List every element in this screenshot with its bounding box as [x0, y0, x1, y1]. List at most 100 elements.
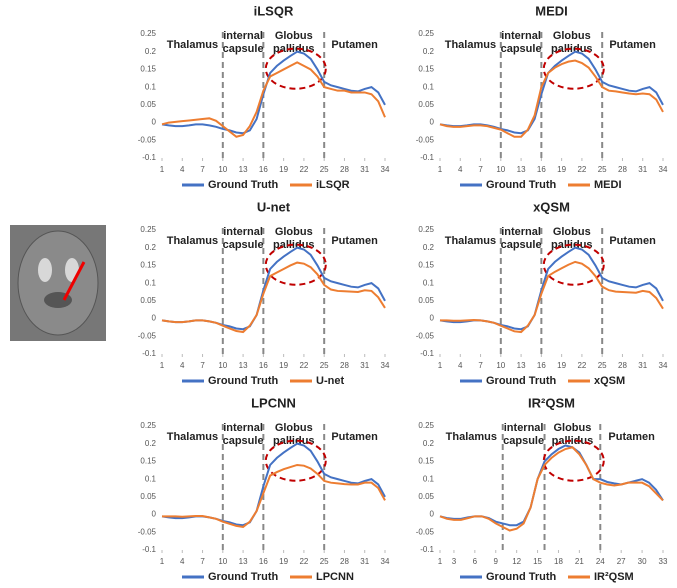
y-tick-label: 0.1 [423, 474, 435, 483]
region-label: Putamen [331, 431, 378, 443]
y-tick-label: 0.2 [423, 243, 435, 252]
y-tick-label: 0.2 [145, 439, 157, 448]
legend-label: U-net [316, 375, 344, 387]
y-tick-label: -0.1 [420, 545, 434, 554]
legend-label: iLSQR [316, 179, 350, 191]
region-label: Thalamus [167, 431, 218, 443]
y-tick-label: 0.15 [418, 261, 434, 270]
x-tick-label: 19 [279, 557, 288, 566]
x-tick-label: 13 [517, 165, 526, 174]
y-tick-label: 0 [152, 510, 157, 519]
x-tick-label: 7 [200, 165, 205, 174]
y-tick-label: 0.25 [140, 225, 156, 234]
x-tick-label: 19 [279, 165, 288, 174]
x-tick-label: 10 [218, 165, 227, 174]
y-tick-label: -0.1 [142, 349, 156, 358]
x-tick-label: 1 [160, 165, 165, 174]
region-label: Globus [275, 30, 313, 42]
x-tick-label: 25 [598, 165, 607, 174]
y-tick-label: 0 [430, 510, 435, 519]
y-tick-label: -0.05 [138, 527, 157, 536]
x-tick-label: 19 [279, 361, 288, 370]
x-tick-label: 25 [320, 557, 329, 566]
legend-label: Ground Truth [208, 179, 279, 191]
y-tick-label: 0.1 [145, 82, 157, 91]
x-tick-label: 16 [537, 361, 546, 370]
x-tick-label: 34 [381, 165, 390, 174]
y-tick-label: -0.1 [420, 349, 434, 358]
legend-label: Ground Truth [486, 375, 557, 387]
region-label: capsule [223, 43, 264, 55]
data-line [440, 447, 663, 530]
x-tick-label: 28 [618, 165, 627, 174]
x-tick-label: 16 [537, 165, 546, 174]
region-label: Putamen [609, 39, 656, 51]
y-tick-label: 0.05 [418, 296, 434, 305]
x-tick-label: 22 [299, 557, 308, 566]
x-tick-label: 31 [638, 361, 647, 370]
x-tick-label: 28 [340, 557, 349, 566]
region-label: Thalamus [167, 235, 218, 247]
region-label: internal [501, 226, 541, 238]
y-tick-label: 0.1 [423, 278, 435, 287]
y-tick-label: -0.1 [142, 153, 156, 162]
x-tick-label: 31 [360, 557, 369, 566]
legend-label: LPCNN [316, 571, 354, 583]
y-tick-label: 0 [430, 118, 435, 127]
region-label: internal [223, 30, 263, 42]
y-tick-label: -0.05 [416, 331, 435, 340]
x-tick-label: 21 [575, 557, 584, 566]
x-tick-label: 7 [478, 165, 483, 174]
data-line [440, 248, 663, 329]
y-tick-label: 0.15 [418, 457, 434, 466]
x-tick-label: 10 [496, 165, 505, 174]
region-label: Globus [275, 226, 313, 238]
y-tick-label: 0.15 [418, 65, 434, 74]
y-tick-label: 0.15 [140, 65, 156, 74]
x-tick-label: 1 [438, 557, 443, 566]
chart-title: IR²QSM [528, 395, 575, 410]
x-tick-label: 1 [160, 361, 165, 370]
y-tick-label: 0.05 [140, 100, 156, 109]
x-tick-label: 4 [180, 557, 185, 566]
y-tick-label: 0.05 [418, 492, 434, 501]
x-tick-label: 34 [659, 165, 668, 174]
y-tick-label: 0 [430, 314, 435, 323]
y-tick-label: -0.05 [138, 135, 157, 144]
x-tick-label: 9 [494, 557, 499, 566]
x-tick-label: 10 [218, 557, 227, 566]
x-tick-label: 28 [340, 361, 349, 370]
x-tick-label: 10 [218, 361, 227, 370]
brain-shape [18, 231, 98, 335]
y-tick-label: 0.1 [423, 82, 435, 91]
x-tick-label: 24 [596, 557, 605, 566]
region-label: Thalamus [445, 235, 496, 247]
brain-image [10, 225, 106, 341]
figure: iLSQR-0.1-0.0500.050.10.150.20.251471013… [0, 0, 677, 588]
legend-label: Ground Truth [486, 571, 557, 583]
x-tick-label: 16 [259, 557, 268, 566]
region-label: Putamen [609, 235, 656, 247]
x-tick-label: 13 [239, 557, 248, 566]
x-tick-label: 28 [340, 165, 349, 174]
y-tick-label: 0.2 [145, 243, 157, 252]
region-label: capsule [501, 43, 542, 55]
x-tick-label: 6 [473, 557, 478, 566]
data-line [162, 465, 385, 527]
region-label: Globus [553, 226, 591, 238]
x-tick-label: 31 [360, 361, 369, 370]
x-tick-label: 28 [618, 361, 627, 370]
y-tick-label: 0.2 [423, 439, 435, 448]
y-tick-label: 0.1 [145, 278, 157, 287]
y-tick-label: 0.25 [140, 29, 156, 38]
data-line [440, 61, 663, 137]
x-tick-label: 22 [299, 361, 308, 370]
x-tick-label: 1 [438, 361, 443, 370]
y-tick-label: -0.1 [142, 545, 156, 554]
data-line [162, 62, 385, 136]
x-tick-label: 16 [259, 165, 268, 174]
x-tick-label: 31 [638, 165, 647, 174]
x-tick-label: 7 [200, 557, 205, 566]
